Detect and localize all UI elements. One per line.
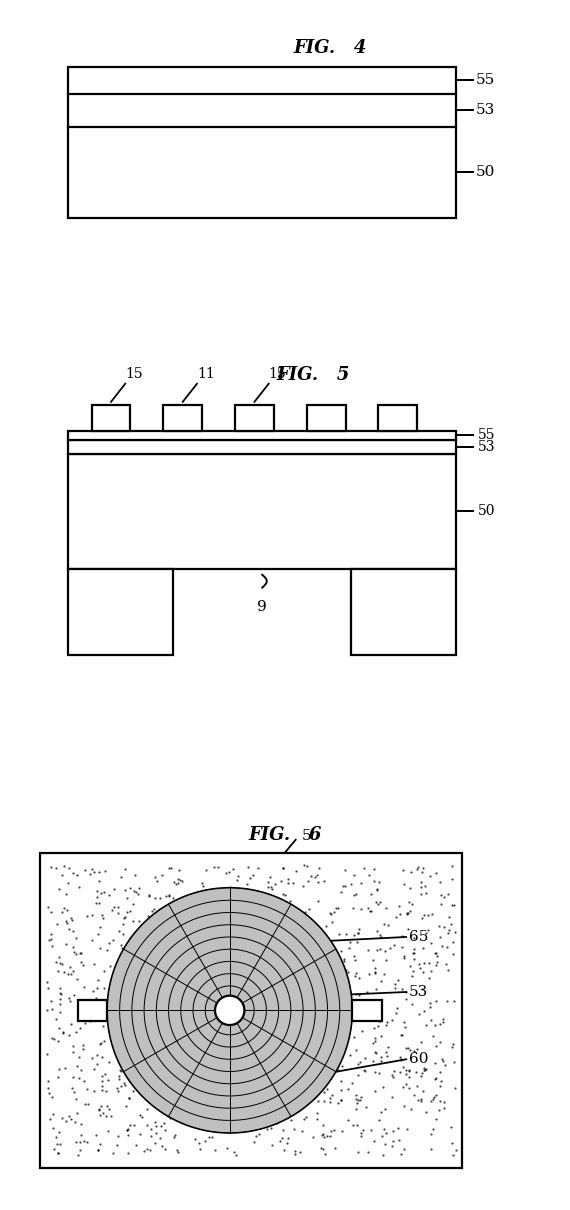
Polygon shape bbox=[144, 924, 315, 1096]
Polygon shape bbox=[235, 405, 274, 431]
Polygon shape bbox=[40, 853, 462, 1168]
Text: 60: 60 bbox=[409, 1053, 429, 1066]
Text: 15: 15 bbox=[268, 368, 286, 381]
Polygon shape bbox=[215, 996, 245, 1025]
Text: 53: 53 bbox=[478, 440, 495, 454]
Polygon shape bbox=[107, 888, 352, 1133]
Polygon shape bbox=[351, 569, 456, 655]
Polygon shape bbox=[205, 986, 254, 1035]
Polygon shape bbox=[156, 937, 303, 1084]
Polygon shape bbox=[352, 1001, 381, 1020]
Polygon shape bbox=[193, 974, 266, 1047]
Polygon shape bbox=[92, 405, 131, 431]
Polygon shape bbox=[169, 949, 291, 1072]
Polygon shape bbox=[78, 1001, 107, 1020]
Polygon shape bbox=[68, 569, 173, 655]
Polygon shape bbox=[307, 405, 345, 431]
Text: 15: 15 bbox=[125, 368, 143, 381]
Text: FIG.   5: FIG. 5 bbox=[277, 367, 350, 384]
Polygon shape bbox=[68, 67, 456, 218]
Text: 65: 65 bbox=[409, 930, 429, 944]
Polygon shape bbox=[218, 998, 242, 1022]
Polygon shape bbox=[68, 440, 456, 454]
Text: 9: 9 bbox=[257, 600, 267, 613]
Text: 5: 5 bbox=[302, 829, 311, 843]
Text: 11: 11 bbox=[197, 368, 215, 381]
Text: 53: 53 bbox=[476, 103, 495, 117]
Polygon shape bbox=[120, 900, 340, 1120]
Polygon shape bbox=[378, 405, 417, 431]
Text: 55: 55 bbox=[478, 428, 495, 443]
Polygon shape bbox=[181, 962, 279, 1059]
Polygon shape bbox=[132, 912, 328, 1108]
Text: FIG.   6: FIG. 6 bbox=[249, 826, 321, 843]
Text: 55: 55 bbox=[476, 73, 495, 87]
Polygon shape bbox=[68, 454, 456, 569]
Polygon shape bbox=[107, 888, 352, 1133]
Text: FIG.   4: FIG. 4 bbox=[294, 40, 367, 57]
Text: 50: 50 bbox=[476, 166, 495, 179]
Text: 50: 50 bbox=[478, 505, 495, 518]
Polygon shape bbox=[68, 431, 456, 440]
Text: 53: 53 bbox=[409, 985, 428, 999]
Polygon shape bbox=[164, 405, 202, 431]
